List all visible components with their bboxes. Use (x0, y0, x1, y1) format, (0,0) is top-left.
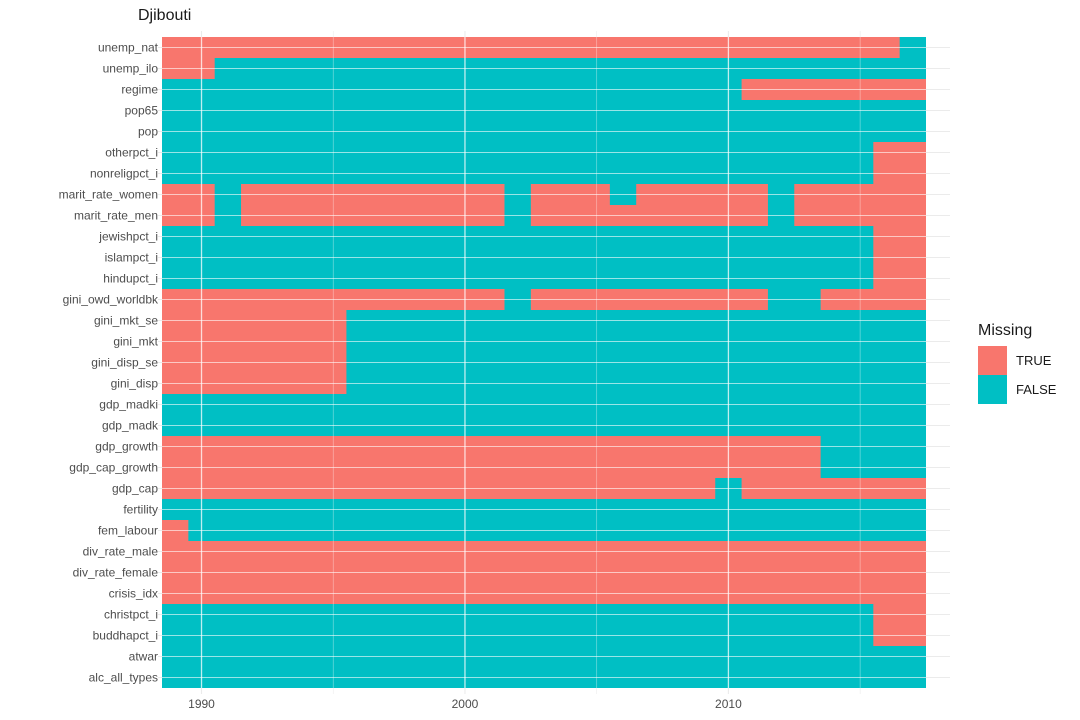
legend-label: TRUE (1016, 353, 1052, 368)
legend-title: Missing (978, 322, 1032, 339)
y-tick-label: fertility (123, 503, 158, 517)
y-tick-label: gini_mkt_se (94, 314, 158, 328)
legend: Missing TRUE FALSE (978, 322, 1057, 404)
y-tick-label: marit_rate_men (74, 209, 158, 223)
y-tick-label: nonreligpct_i (90, 167, 158, 181)
y-tick-label: gini_owd_worldbk (63, 293, 159, 307)
y-tick-label: gdp_cap (112, 482, 158, 496)
y-tick-label: alc_all_types (89, 671, 158, 685)
x-tick-label: 2000 (452, 697, 479, 711)
y-tick-label: gini_mkt (113, 335, 158, 349)
y-tick-label: marit_rate_women (59, 188, 158, 202)
legend-key (978, 375, 1007, 404)
x-tick-label: 2010 (715, 697, 742, 711)
legend-key (978, 346, 1007, 375)
y-tick-label: otherpct_i (105, 146, 158, 160)
y-tick-label: gini_disp (111, 377, 159, 391)
y-tick-label: div_rate_male (83, 545, 159, 559)
y-tick-label: christpct_i (104, 608, 158, 622)
chart-title: Djibouti (138, 7, 191, 24)
y-tick-label: atwar (129, 650, 158, 664)
y-tick-label: pop65 (125, 104, 159, 118)
x-axis-labels: 1990 2000 2010 (188, 697, 742, 711)
y-tick-label: gdp_madki (99, 398, 158, 412)
y-tick-label: gini_disp_se (91, 356, 158, 370)
y-tick-label: buddhapct_i (93, 629, 158, 643)
y-tick-label: hindupct_i (103, 272, 158, 286)
y-tick-label: regime (121, 83, 158, 97)
x-tick-label: 1990 (188, 697, 215, 711)
y-tick-label: gdp_growth (95, 440, 158, 454)
y-tick-label: gdp_madk (102, 419, 159, 433)
legend-label: FALSE (1016, 382, 1057, 397)
y-tick-label: crisis_idx (109, 587, 158, 601)
y-tick-label: fem_labour (98, 524, 158, 538)
y-tick-label: islampct_i (105, 251, 158, 265)
y-tick-label: gdp_cap_growth (69, 461, 158, 475)
y-tick-label: unemp_nat (98, 41, 159, 55)
y-tick-label: unemp_ilo (103, 62, 159, 76)
y-tick-label: jewishpct_i (98, 230, 158, 244)
y-tick-label: pop (138, 125, 158, 139)
y-tick-label: div_rate_female (73, 566, 159, 580)
horizontal-grid (158, 37, 950, 688)
